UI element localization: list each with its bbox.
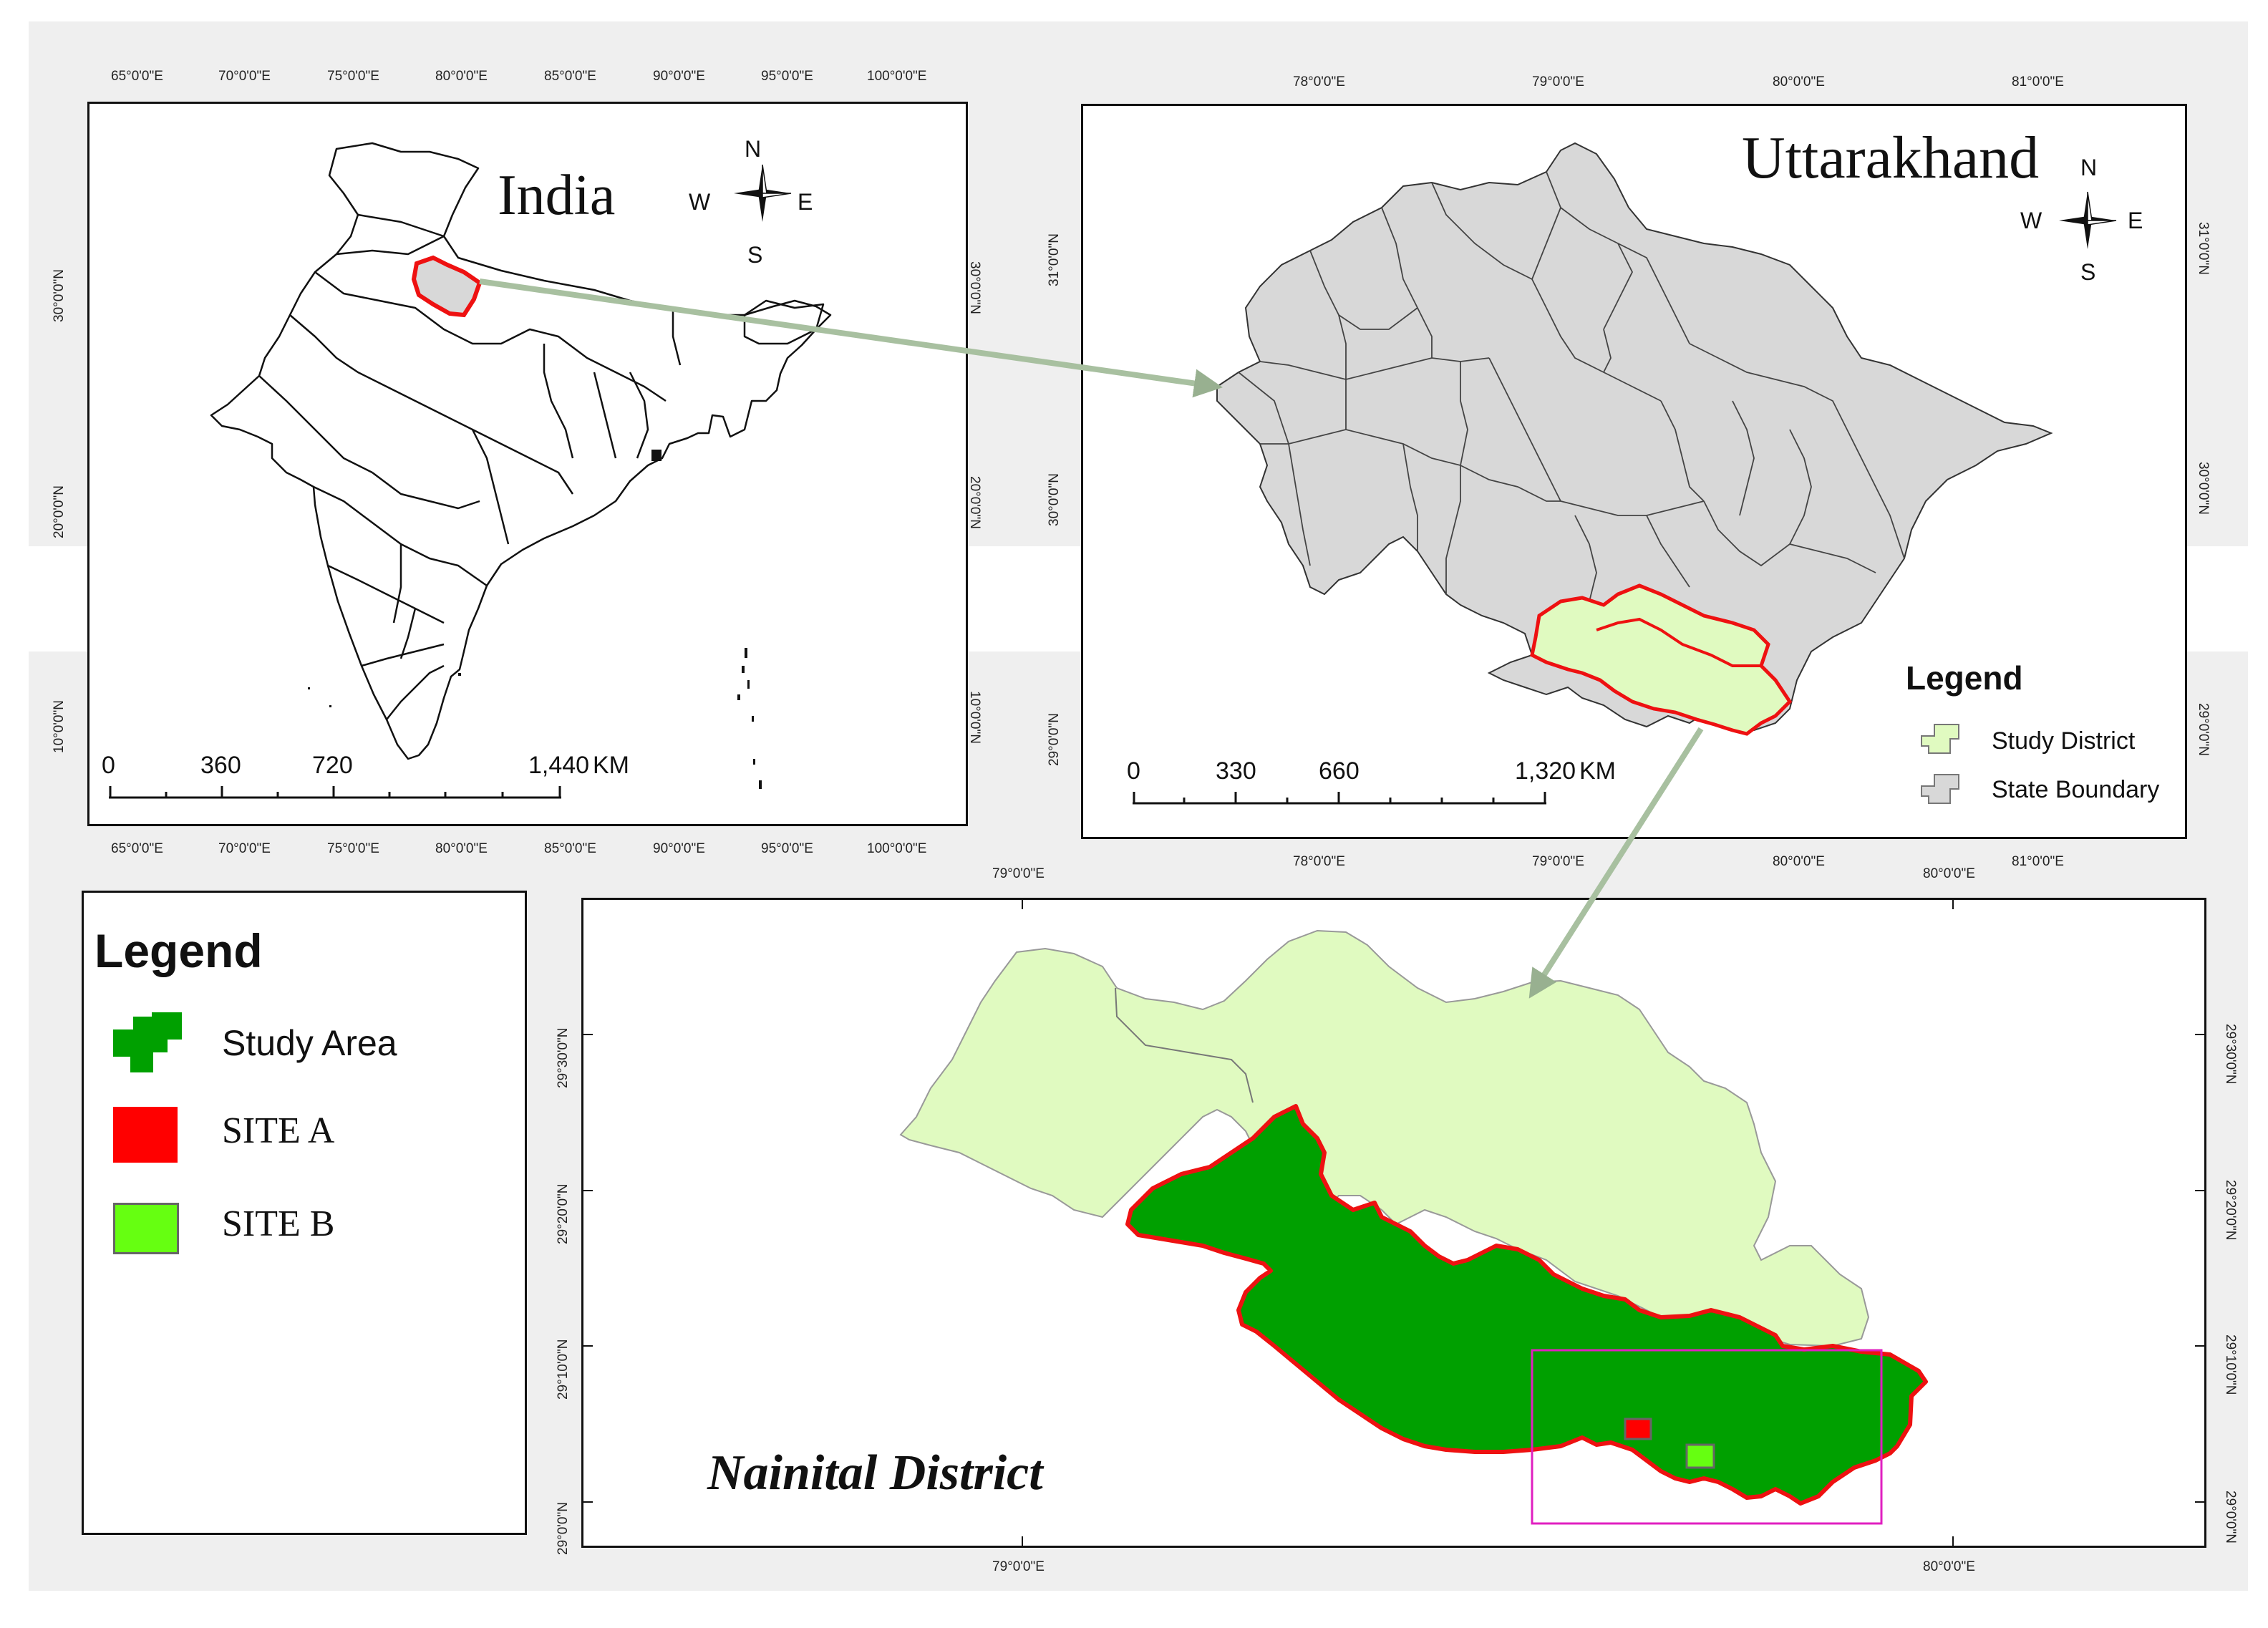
uk-legend-title: Legend — [1906, 659, 2023, 697]
uk-legend-label: State Boundary — [1992, 776, 2160, 803]
uk-scale-label: 1,320 — [1515, 757, 1576, 785]
uttarakhand-study-district — [1530, 583, 1793, 736]
uk-legend-label: Study District — [1992, 727, 2136, 755]
compass-n-label: N — [745, 136, 762, 162]
india-lon-tick-bottom: 95°0'0"E — [761, 841, 813, 856]
uk-scale-label: 660 — [1319, 757, 1360, 785]
nainital-stray-label: B — [613, 1123, 629, 1150]
india-scale-label: 1,440 — [528, 752, 590, 779]
india-lon-tick-top: 95°0'0"E — [761, 69, 813, 84]
india-lon-tick-top: 90°0'0"E — [653, 69, 705, 84]
uk-scale-label: 330 — [1216, 757, 1256, 785]
india-lon-tick-bottom: 100°0'0"E — [867, 841, 927, 856]
india-lon-tick-top: 80°0'0"E — [435, 69, 488, 84]
compass-e-label: E — [2128, 208, 2143, 233]
india-lon-tick-top: 85°0'0"E — [544, 69, 596, 84]
uttarakhand-map-title: Uttarakhand — [1742, 125, 2040, 191]
nainital-lon-tick-bottom: 80°0'0"E — [1923, 1559, 1975, 1574]
uk-scale-unit: KM — [1579, 757, 1616, 785]
site-b-marker — [1685, 1443, 1715, 1469]
india-lon-tick-bottom: 85°0'0"E — [544, 841, 596, 856]
compass-e-label: E — [798, 189, 813, 215]
uk-lon-tick-top: 79°0'0"E — [1532, 74, 1584, 89]
uttarakhand-state-shape — [1216, 142, 2053, 732]
india-map-frame — [87, 102, 968, 826]
india-lon-tick-bottom: 90°0'0"E — [653, 841, 705, 856]
compass-w-label: W — [2020, 208, 2042, 233]
site-a-marker — [1624, 1418, 1652, 1440]
india-lon-tick-top: 65°0'0"E — [111, 69, 163, 84]
nainital-district-shape — [899, 929, 1870, 1347]
india-scale-unit: KM — [593, 752, 629, 779]
india-lon-tick-top: 100°0'0"E — [867, 69, 927, 84]
north-arrow-icon — [734, 164, 792, 222]
nainital-lon-tick-bottom: 79°0'0"E — [992, 1559, 1045, 1574]
main-legend-title: Legend — [94, 924, 263, 977]
india-to-uttarakhand-arrow — [479, 278, 1223, 398]
north-arrow-icon — [2059, 191, 2117, 249]
india-lon-tick-bottom: 75°0'0"E — [327, 841, 379, 856]
uk-lon-tick-bottom: 81°0'0"E — [2012, 854, 2064, 869]
site-b-swatch — [113, 1203, 179, 1254]
study-area-swatch-icon — [113, 1012, 182, 1072]
compass-w-label: W — [689, 189, 711, 215]
uk-scale-bar — [1133, 792, 1546, 805]
india-scale-label: 360 — [200, 752, 241, 779]
india-map-title: India — [498, 164, 616, 227]
india-scale-label: 0 — [102, 752, 115, 779]
india-lon-tick-top: 70°0'0"E — [218, 69, 271, 84]
uk-lon-tick-top: 78°0'0"E — [1293, 74, 1345, 89]
compass-n-label: N — [2080, 155, 2098, 180]
main-legend-label: Study Area — [222, 1023, 397, 1063]
main-legend-label: SITE B — [222, 1203, 335, 1244]
india-lon-tick-bottom: 70°0'0"E — [218, 841, 271, 856]
india-lon-tick-bottom: 80°0'0"E — [435, 841, 488, 856]
uk-scale-label: 0 — [1127, 757, 1140, 785]
nainital-map-title: Nainital District — [707, 1445, 1043, 1501]
site-inset-box — [1531, 1349, 1883, 1525]
india-uttarakhand-highlight — [411, 255, 483, 318]
india-lon-tick-top: 75°0'0"E — [327, 69, 379, 84]
compass-s-label: S — [747, 242, 763, 268]
uk-lon-tick-bottom: 80°0'0"E — [1773, 854, 1825, 869]
uk-lon-tick-top: 81°0'0"E — [2012, 74, 2064, 89]
uk-lon-tick-top: 80°0'0"E — [1773, 74, 1825, 89]
india-scale-bar — [109, 786, 561, 799]
nainital-lon-tick-top: 79°0'0"E — [992, 866, 1045, 881]
uk-legend-swatch-state-boundary — [1921, 774, 1959, 804]
uk-lon-tick-bottom: 78°0'0"E — [1293, 854, 1345, 869]
uttarakhand-to-nainital-arrow — [1528, 727, 1704, 999]
main-legend-label: SITE A — [222, 1110, 335, 1151]
study-area-region — [1125, 1104, 1928, 1506]
compass-s-label: S — [2080, 259, 2096, 285]
india-lon-tick-bottom: 65°0'0"E — [111, 841, 163, 856]
site-a-swatch — [113, 1107, 178, 1163]
uk-legend-swatch-study-district — [1921, 724, 1959, 754]
uk-lon-tick-bottom: 79°0'0"E — [1532, 854, 1584, 869]
nainital-lon-tick-top: 80°0'0"E — [1923, 866, 1975, 881]
india-scale-label: 720 — [312, 752, 353, 779]
